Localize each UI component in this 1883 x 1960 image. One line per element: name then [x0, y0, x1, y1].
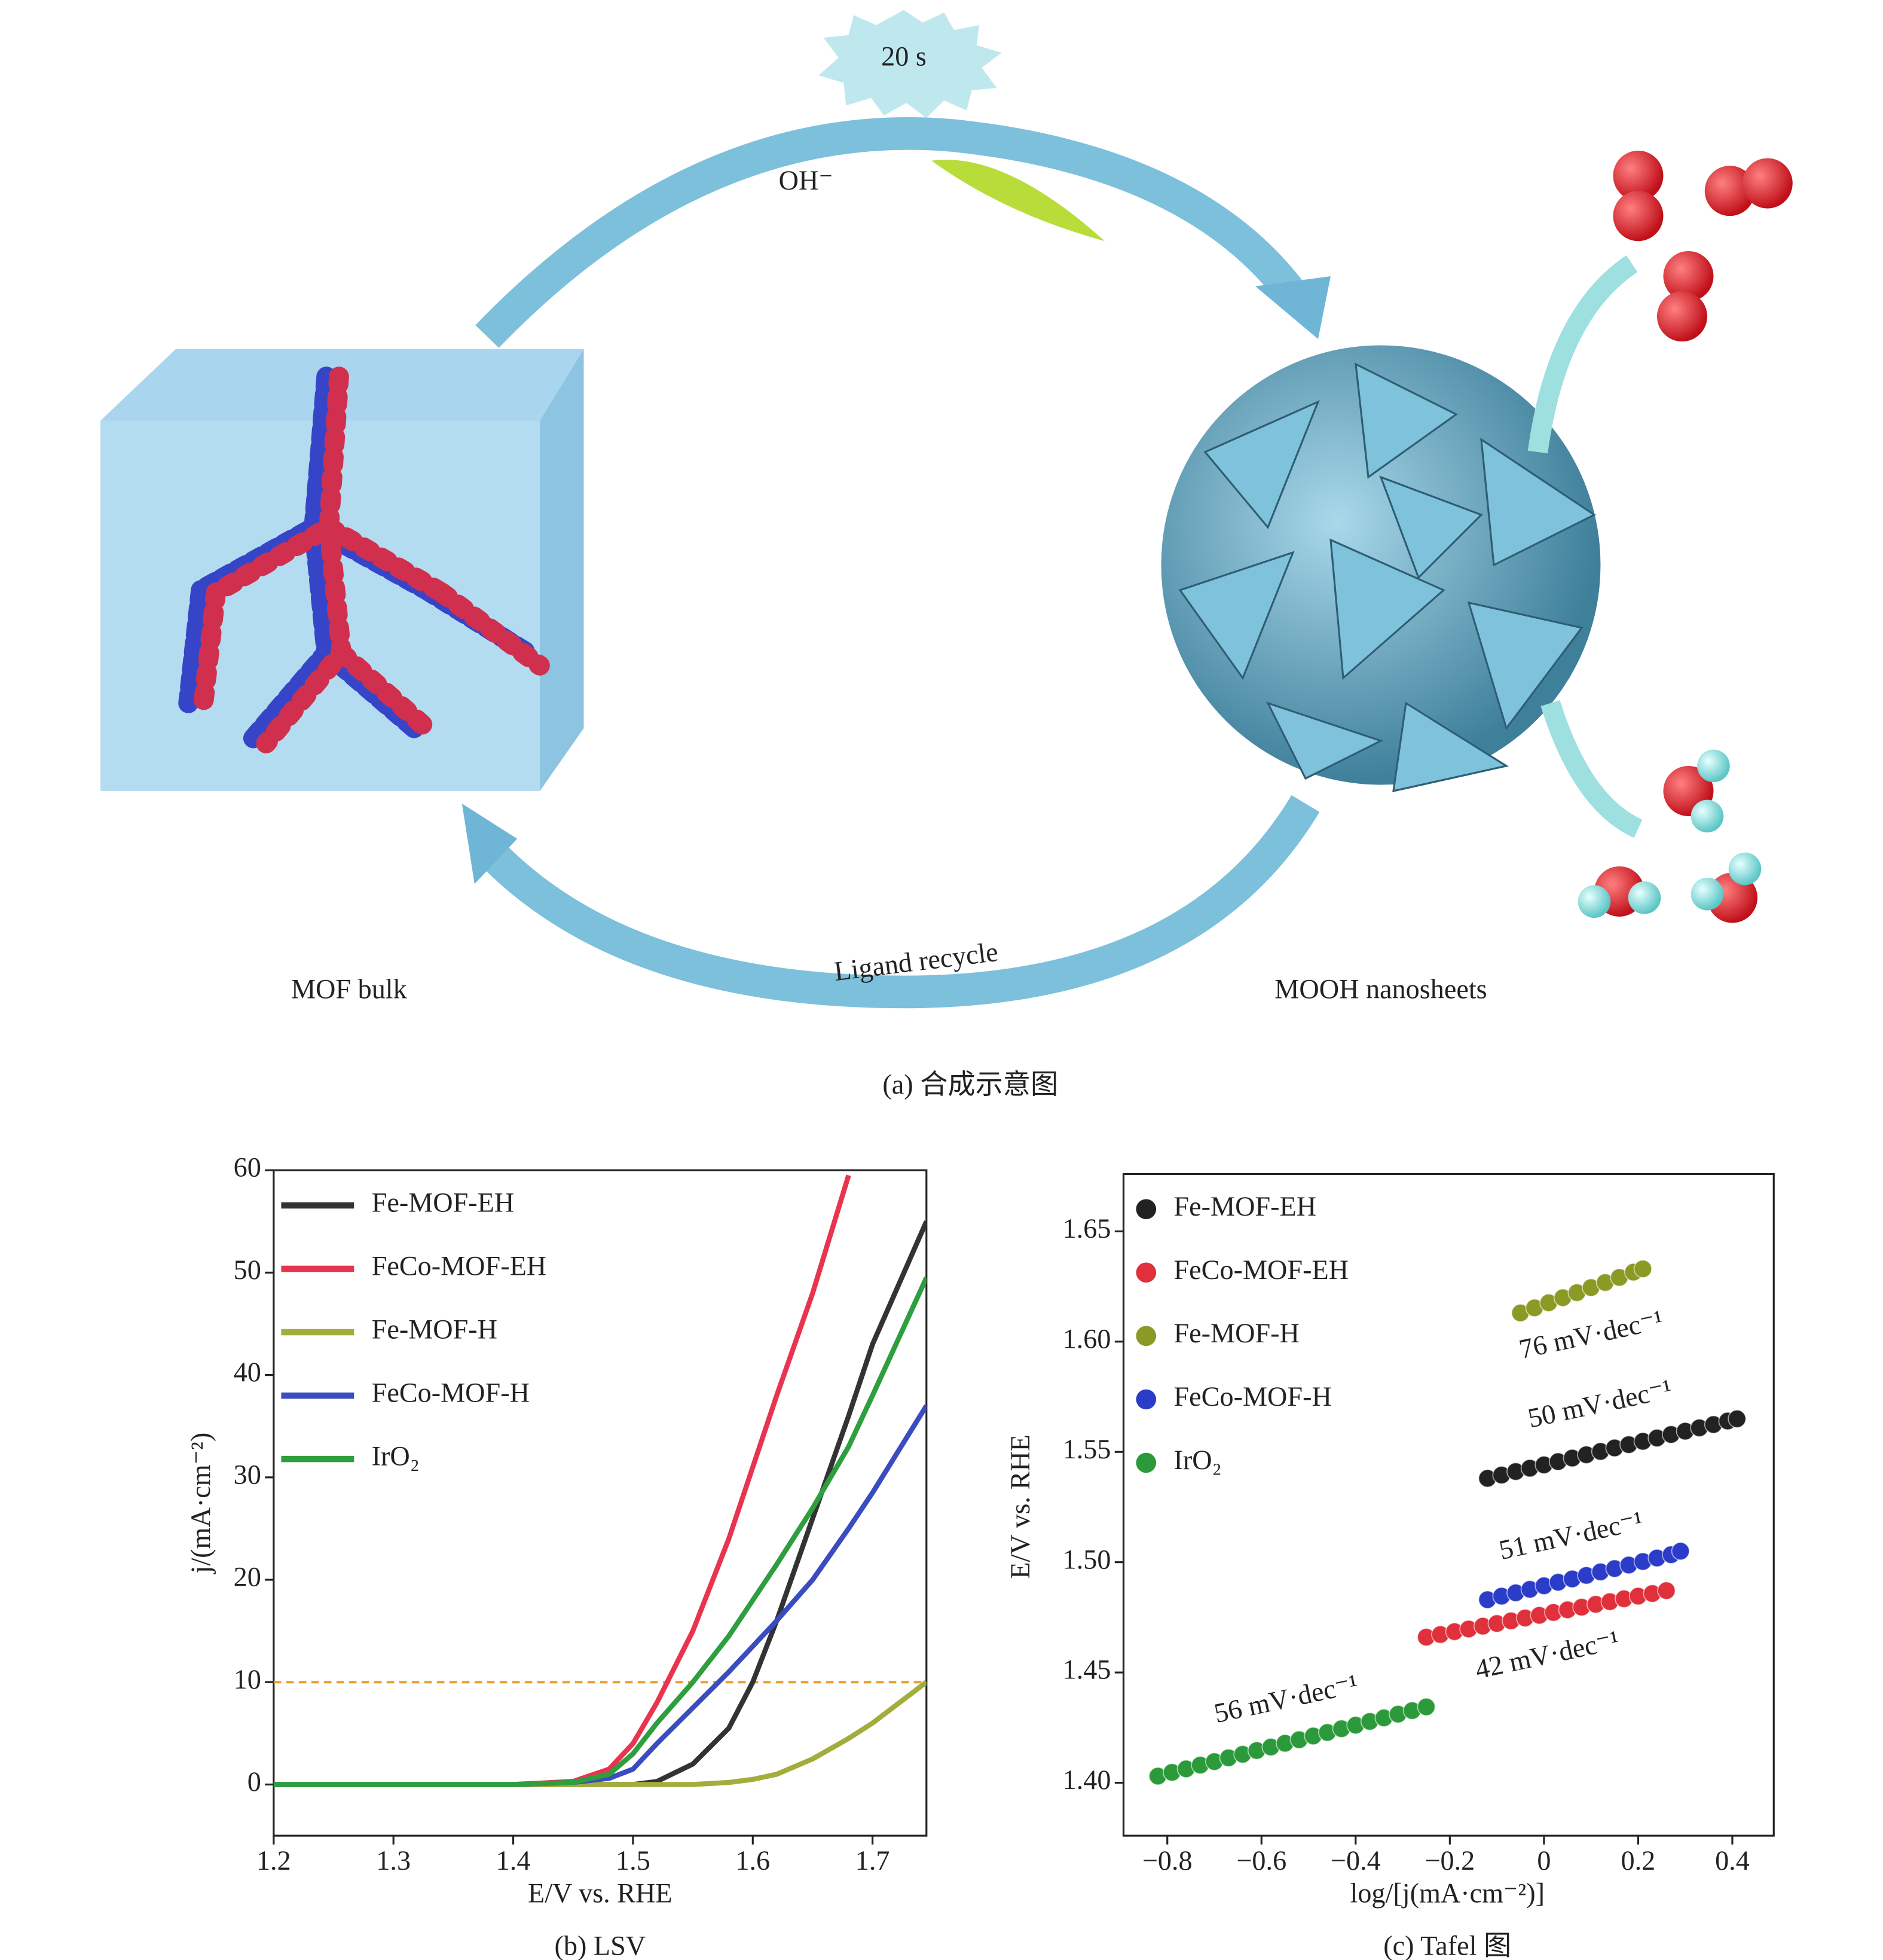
legend-label: Fe-MOF-H — [1173, 1318, 1299, 1348]
series-line — [273, 1220, 927, 1787]
x-tick-label: −0.4 — [1331, 1845, 1381, 1876]
nanosheets — [1178, 362, 1597, 792]
x-tick-label: 1.7 — [855, 1845, 890, 1876]
y-axis-label: E/V vs. RHE — [1005, 1434, 1035, 1579]
y-tick-label: 60 — [234, 1152, 261, 1183]
x-tick-label: 1.5 — [616, 1845, 650, 1876]
star-label: 20 s — [881, 41, 927, 71]
x-tick-label: 0.4 — [1715, 1845, 1750, 1876]
legend-swatch — [1136, 1452, 1157, 1473]
x-axis-label: E/V vs. RHE — [528, 1877, 672, 1908]
right-label: MOOH nanosheets — [1274, 974, 1487, 1005]
y-tick-label: 1.40 — [1063, 1764, 1111, 1795]
legend-swatch — [1136, 1326, 1157, 1347]
y-tick-label: 1.45 — [1063, 1654, 1111, 1685]
series-line — [273, 1174, 851, 1787]
legend-swatch — [1136, 1199, 1157, 1220]
y-axis-label: j/(mA·cm⁻²) — [185, 1433, 216, 1575]
legend-label: Fe-MOF-EH — [1173, 1191, 1316, 1222]
mof-structure — [178, 367, 550, 753]
h2o-arrow — [1540, 700, 1643, 838]
slope-annotation: 42 mV·dec⁻¹ — [1472, 1625, 1622, 1685]
legend-swatch — [1136, 1262, 1157, 1283]
slope-annotation: 51 mV·dec⁻¹ — [1496, 1505, 1646, 1565]
x-tick-label: 1.2 — [256, 1845, 291, 1876]
slope-annotation: 56 mV·dec⁻¹ — [1211, 1668, 1361, 1729]
x-tick-label: 1.6 — [735, 1845, 770, 1876]
reagent-label: OH⁻ — [779, 165, 833, 196]
chart-caption: (b) LSV — [554, 1931, 646, 1960]
h2o-molecules — [1578, 749, 1762, 923]
y-tick-label: 1.60 — [1063, 1323, 1111, 1354]
top-arrow — [475, 117, 1306, 348]
caption: (a) 合成示意图 — [882, 1069, 1058, 1100]
legend-label: FeCo-MOF-H — [1173, 1381, 1331, 1412]
x-tick-label: −0.8 — [1142, 1845, 1193, 1876]
mof-box-side — [540, 349, 584, 791]
y-tick-label: 1.55 — [1063, 1434, 1111, 1464]
data-point — [1657, 1581, 1676, 1600]
bottom-arrowhead — [461, 803, 518, 884]
burst — [818, 10, 1002, 118]
plot-frame — [1122, 1173, 1775, 1837]
data-point — [1417, 1698, 1436, 1717]
leaf — [931, 160, 1105, 242]
x-tick-label: 1.3 — [376, 1845, 411, 1876]
legend-swatch — [1136, 1389, 1157, 1410]
legend-label: FeCo-MOF-EH — [372, 1251, 547, 1281]
y-tick-label: 1.65 — [1063, 1213, 1111, 1244]
legend-label: Fe-MOF-H — [372, 1314, 497, 1345]
y-tick-label: 1.50 — [1063, 1544, 1111, 1574]
y-tick-label: 20 — [234, 1562, 261, 1592]
series-line — [273, 1680, 927, 1787]
bottom-arrow — [480, 795, 1320, 1009]
y-tick-label: 40 — [234, 1357, 261, 1387]
slope-annotation: 50 mV·dec⁻¹ — [1525, 1373, 1674, 1434]
legend-label: FeCo-MOF-EH — [1173, 1254, 1349, 1285]
o2-molecules — [1613, 150, 1793, 342]
y-tick-label: 0 — [247, 1766, 261, 1797]
legend-label: FeCo-MOF-H — [372, 1378, 530, 1408]
y-tick-label: 30 — [234, 1459, 261, 1489]
plot-frame — [273, 1169, 928, 1837]
x-tick-label: −0.2 — [1425, 1845, 1475, 1876]
o2-arrow — [1527, 255, 1638, 454]
x-tick-label: 0 — [1537, 1845, 1551, 1876]
series-line — [273, 1277, 927, 1787]
left-label: MOF bulk — [291, 974, 408, 1005]
diagram: 20 s OH⁻ Ligand recy — [100, 10, 1793, 1100]
data-point — [1671, 1541, 1690, 1561]
x-tick-label: 1.4 — [496, 1845, 531, 1876]
x-tick-label: 0.2 — [1621, 1845, 1656, 1876]
data-point — [1633, 1259, 1652, 1278]
y-tick-label: 50 — [234, 1254, 261, 1285]
y-tick-label: 10 — [234, 1664, 261, 1695]
legend-label: Fe-MOF-EH — [372, 1187, 515, 1218]
legend-label: IrO₂ — [372, 1441, 420, 1471]
data-point — [1728, 1409, 1747, 1428]
chart-caption: (c) Tafel 图 — [1383, 1931, 1511, 1960]
x-axis-label: log/[j(mA·cm⁻²)] — [1350, 1877, 1545, 1908]
top-arrowhead — [1255, 276, 1331, 339]
x-tick-label: −0.6 — [1236, 1845, 1286, 1876]
legend-label: IrO₂ — [1173, 1445, 1221, 1475]
